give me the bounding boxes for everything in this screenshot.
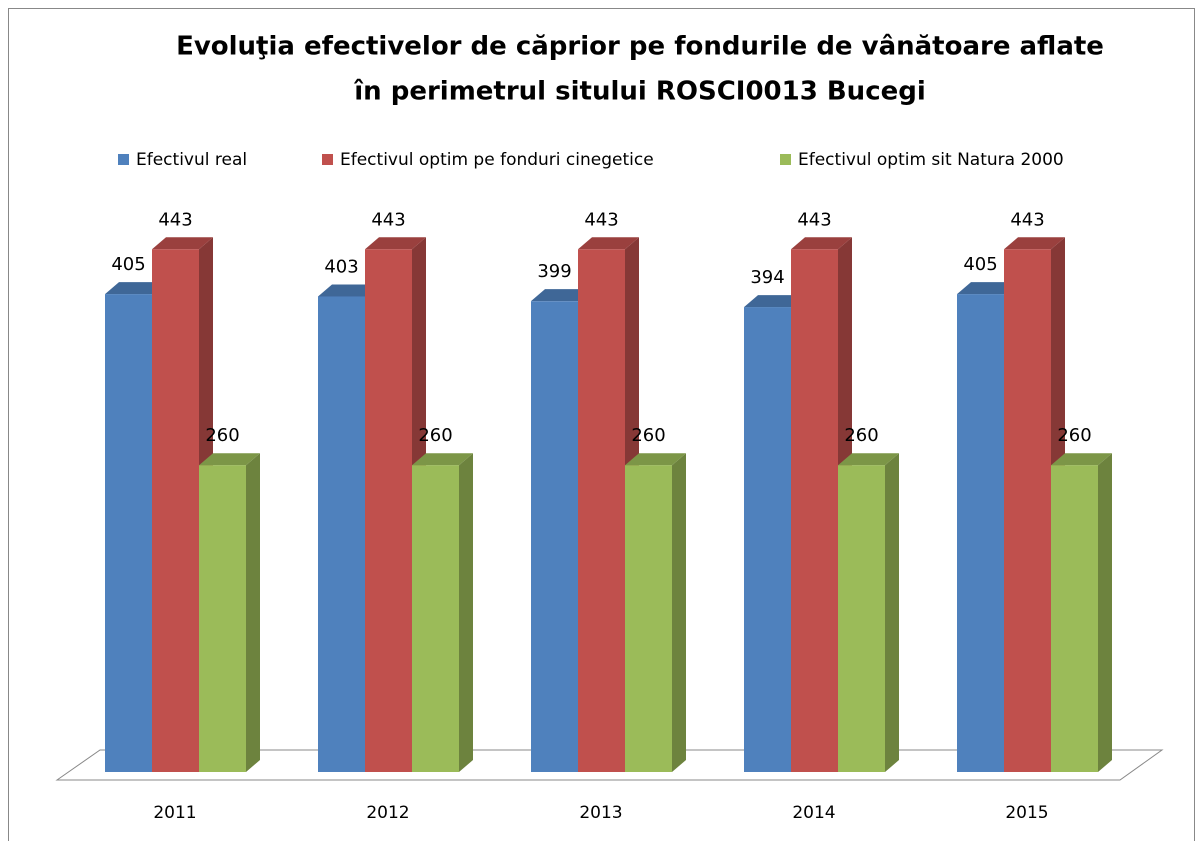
bar xyxy=(578,249,625,772)
bar-side xyxy=(246,453,260,772)
bar-top xyxy=(625,453,686,466)
bar xyxy=(957,294,1004,772)
legend-label: Efectivul real xyxy=(136,150,247,170)
bar xyxy=(625,465,672,772)
data-label: 260 xyxy=(418,425,452,446)
x-tick-label: 2015 xyxy=(1005,803,1048,823)
chart-title: Evoluţia efectivelor de căprior pe fondu… xyxy=(176,32,1104,62)
chart-title: în perimetrul sitului ROSCI0013 Bucegi xyxy=(353,77,926,107)
data-label: 443 xyxy=(158,209,192,230)
bar xyxy=(105,294,152,772)
data-label: 394 xyxy=(750,267,784,288)
legend-swatch xyxy=(780,154,791,165)
bar-top xyxy=(365,237,426,250)
bar-top xyxy=(531,289,592,302)
bar xyxy=(1051,465,1098,772)
bar-top xyxy=(318,284,379,297)
data-label: 260 xyxy=(631,425,665,446)
bar-top xyxy=(578,237,639,250)
bar xyxy=(531,301,578,772)
bar xyxy=(838,465,885,772)
bar-side xyxy=(1098,453,1112,772)
data-label: 443 xyxy=(371,209,405,230)
x-tick-label: 2013 xyxy=(579,803,622,823)
data-label: 403 xyxy=(324,256,358,277)
data-label: 443 xyxy=(1010,209,1044,230)
bar xyxy=(152,249,199,772)
bar xyxy=(1004,249,1051,772)
bar xyxy=(365,249,412,772)
bar xyxy=(318,296,365,772)
data-label: 260 xyxy=(205,425,239,446)
bar xyxy=(791,249,838,772)
data-label: 260 xyxy=(844,425,878,446)
bar-top xyxy=(838,453,899,466)
legend-label: Efectivul optim pe fonduri cinegetice xyxy=(340,150,654,170)
floor xyxy=(55,749,1164,781)
legend-swatch xyxy=(118,154,129,165)
bar-top xyxy=(152,237,213,250)
data-label: 443 xyxy=(584,209,618,230)
x-tick-label: 2012 xyxy=(366,803,409,823)
x-tick-label: 2014 xyxy=(792,803,835,823)
data-label: 405 xyxy=(963,254,997,275)
bar-top xyxy=(744,295,805,308)
bar-top xyxy=(957,282,1018,295)
data-label: 443 xyxy=(797,209,831,230)
bar-side xyxy=(885,453,899,772)
bar-side xyxy=(672,453,686,772)
bar-top xyxy=(412,453,473,466)
legend-label: Efectivul optim sit Natura 2000 xyxy=(798,150,1064,170)
bar-top xyxy=(199,453,260,466)
x-tick-label: 2011 xyxy=(153,803,196,823)
bar xyxy=(199,465,246,772)
data-label: 405 xyxy=(111,254,145,275)
data-label: 260 xyxy=(1057,425,1091,446)
bar-top xyxy=(105,282,166,295)
data-label: 399 xyxy=(537,261,571,282)
bar-side xyxy=(459,453,473,772)
bar-top xyxy=(1004,237,1065,250)
bar-top xyxy=(1051,453,1112,466)
bar xyxy=(412,465,459,772)
bar xyxy=(744,307,791,772)
legend-swatch xyxy=(322,154,333,165)
bar-top xyxy=(791,237,852,250)
